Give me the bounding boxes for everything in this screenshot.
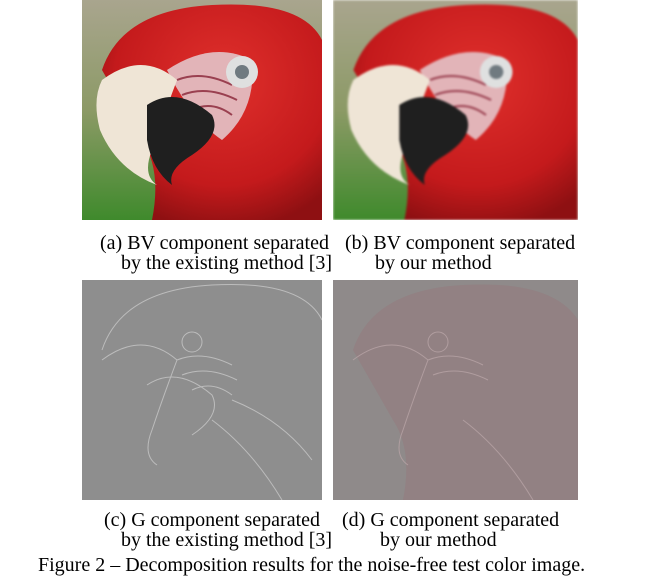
caption-c-line2: by the existing method [3] <box>121 530 332 550</box>
figure-caption: Figure 2 – Decomposition results for the… <box>38 555 585 575</box>
image-c <box>82 280 322 500</box>
figure-page: (a) BV component separated by the existi… <box>0 0 647 583</box>
image-a <box>82 0 322 220</box>
image-d <box>333 280 578 500</box>
caption-b-line2: by our method <box>375 253 492 273</box>
caption-b-line1: (b) BV component separated <box>345 233 575 253</box>
image-b <box>333 0 578 220</box>
caption-d-line1: (d) G component separated <box>342 510 559 530</box>
caption-d-line2: by our method <box>380 530 497 550</box>
caption-a-line1: (a) BV component separated <box>100 233 329 253</box>
caption-c-line1: (c) G component separated <box>104 510 320 530</box>
caption-a-line2: by the existing method [3] <box>121 253 332 273</box>
